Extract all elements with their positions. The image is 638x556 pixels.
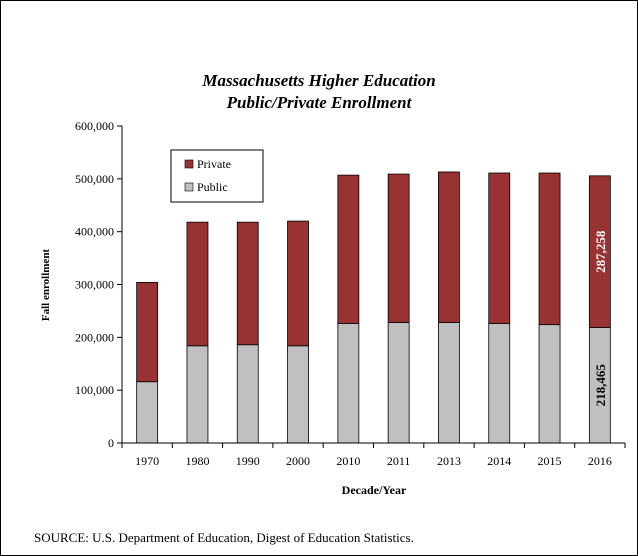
bar-private-2011 (387, 173, 410, 323)
bar-private-2016 (588, 175, 611, 328)
legend: Private Public (170, 149, 264, 203)
y-tick-label: 300,000 (75, 278, 114, 292)
bar-private-1980 (186, 221, 209, 347)
data-labels: 218,465 287,258 (593, 230, 608, 406)
bar-public-1980 (186, 345, 209, 444)
legend-label-public: Public (197, 180, 228, 194)
y-tick-label: 400,000 (75, 225, 114, 239)
x-tick-label: 2013 (437, 454, 461, 468)
data-label-public: 218,465 (593, 364, 608, 407)
legend-label-private: Private (197, 157, 231, 171)
x-tick-label: 2011 (387, 454, 411, 468)
chart-subtitle: Public/Private Enrollment (226, 93, 412, 112)
bar-private-2000 (287, 220, 309, 347)
bar-public-1990 (236, 344, 259, 444)
legend-swatch-private (184, 159, 194, 169)
x-tick-label: 1990 (236, 454, 260, 468)
bar-public-2013 (438, 322, 460, 444)
y-axis-ticks: 0 100,000 200,000 300,000 400,000 500,000 600,… (75, 119, 122, 450)
y-tick-label: 200,000 (75, 330, 114, 344)
x-tick-label: 1970 (135, 454, 159, 468)
bar-private-2014 (488, 172, 511, 324)
source-note: SOURCE: U.S. Department of Education, Di… (34, 530, 414, 545)
y-tick-label: 0 (108, 436, 114, 450)
bars-layer (136, 171, 611, 444)
bar-private-2015 (538, 172, 561, 326)
bar-public-2011 (387, 322, 410, 444)
bar-public-2010 (337, 323, 360, 444)
bar-private-1970 (136, 281, 159, 383)
x-tick-label: 2000 (286, 454, 310, 468)
x-tick-label: 2015 (538, 454, 562, 468)
x-axis-ticks: 1970 1980 1990 2000 2010 2011 2013 2014 2015 2016 (121, 443, 626, 468)
bar-public-2014 (488, 323, 511, 444)
bar-public-2015 (538, 324, 561, 444)
y-tick-label: 100,000 (75, 383, 114, 397)
y-axis-label: Fall enrollment (40, 249, 52, 322)
legend-frame (170, 149, 264, 203)
x-tick-label: 2014 (487, 454, 511, 468)
x-axis-label: Decade/Year (342, 483, 407, 497)
bar-public-1970 (136, 381, 159, 444)
y-tick-label: 500,000 (75, 172, 114, 186)
x-tick-label: 2010 (336, 454, 360, 468)
bar-private-1990 (236, 221, 259, 346)
bar-private-2010 (337, 174, 360, 324)
x-tick-label: 2016 (588, 454, 612, 468)
x-tick-label: 1980 (185, 454, 209, 468)
y-tick-label: 600,000 (75, 119, 114, 133)
data-label-private: 287,258 (593, 230, 608, 273)
legend-swatch-public (184, 182, 194, 192)
chart-title: Massachusetts Higher Education (202, 71, 436, 90)
bar-public-2000 (287, 345, 309, 444)
bar-private-2013 (438, 171, 460, 323)
